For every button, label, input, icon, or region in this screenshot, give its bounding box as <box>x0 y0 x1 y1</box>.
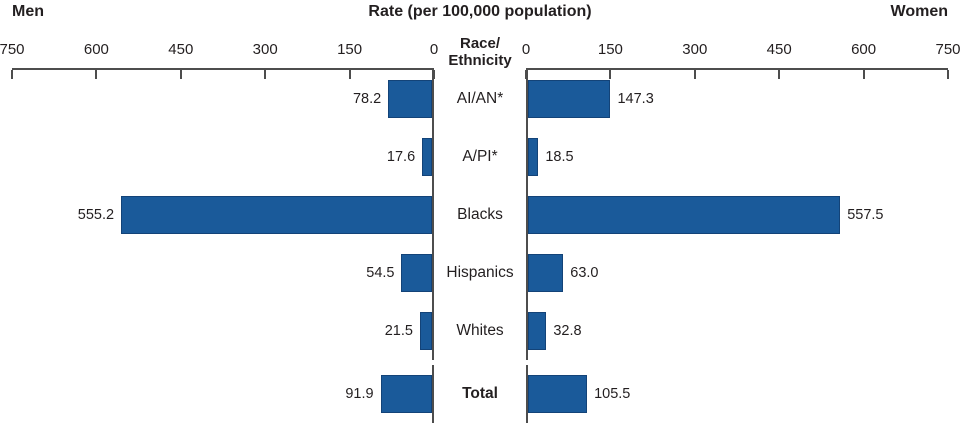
men-bar-cell: 91.9 <box>12 365 434 423</box>
chart-row: 78.2 AI/AN* 147.3 <box>12 70 948 128</box>
women-axis: 0 150 300 450 600 750 <box>522 26 960 79</box>
axis-tick-label: 750 <box>0 41 25 58</box>
chart-row: 91.9 Total 105.5 <box>12 365 948 423</box>
women-bar <box>528 196 841 234</box>
women-bar-cell: 63.0 <box>526 244 948 302</box>
chart-header: Men Rate (per 100,000 population) Women <box>12 2 948 26</box>
men-bar-cell: 78.2 <box>12 70 434 128</box>
axis-tick-label: 450 <box>168 41 194 58</box>
chart-rows: 78.2 AI/AN* 147.3 17.6 A/PI* 18.5 555.2 Blacks 5… <box>12 70 948 423</box>
axis-tick-mark <box>433 70 435 79</box>
men-value-label: 54.5 <box>366 265 395 281</box>
women-bar-cell: 18.5 <box>526 128 948 186</box>
women-value-label: 147.3 <box>617 91 654 107</box>
chart-row: 17.6 A/PI* 18.5 <box>12 128 948 186</box>
axis-tick-label: 600 <box>83 41 109 58</box>
women-value-label: 557.5 <box>847 207 884 223</box>
axis-tick-mark <box>862 70 865 79</box>
men-bar <box>401 254 432 292</box>
women-value-label: 105.5 <box>594 386 631 402</box>
women-value-label: 18.5 <box>545 149 574 165</box>
men-value-label: 555.2 <box>77 207 115 223</box>
axis-tick-label: 300 <box>682 41 708 58</box>
category-cell: Whites <box>434 302 526 360</box>
category-label: A/PI* <box>462 148 498 165</box>
category-cell: AI/AN* <box>434 70 526 128</box>
women-bar-cell: 147.3 <box>526 70 948 128</box>
men-bar-cell: 54.5 <box>12 244 434 302</box>
category-cell: A/PI* <box>434 128 526 186</box>
category-label: AI/AN* <box>456 90 504 107</box>
axis-tick-label: 600 <box>851 41 877 58</box>
men-value-label: 78.2 <box>352 91 382 107</box>
men-bar <box>422 138 432 176</box>
men-bar-cell: 17.6 <box>12 128 434 186</box>
women-bar-cell: 557.5 <box>526 186 948 244</box>
axis-tick-label: 0 <box>429 41 439 58</box>
axis-tick-label: 750 <box>935 41 960 58</box>
axis-tick-mark <box>609 70 612 79</box>
men-value-label: 21.5 <box>384 323 413 339</box>
chart-row: 54.5 Hispanics 63.0 <box>12 244 948 302</box>
women-bar <box>528 312 547 350</box>
women-side-label: Women <box>890 3 948 20</box>
axis-tick-label: 300 <box>252 41 278 58</box>
axis-tick-label: 150 <box>597 41 623 58</box>
axis-tick-mark <box>525 70 527 79</box>
women-bar-cell: 32.8 <box>526 302 948 360</box>
axis-tick-label: 0 <box>521 41 531 58</box>
men-value-label: 17.6 <box>386 149 416 165</box>
axis-tick-mark <box>947 70 949 79</box>
axis-tick-label: 150 <box>337 41 363 58</box>
axis-tick-mark <box>179 70 182 79</box>
men-bar-cell: 21.5 <box>12 302 434 360</box>
men-bar <box>388 80 432 118</box>
chart-row: 21.5 Whites 32.8 <box>12 302 948 360</box>
women-bar <box>528 80 611 118</box>
category-cell: Total <box>434 365 526 423</box>
axis-tick-mark <box>11 70 13 79</box>
category-label: Blacks <box>457 206 503 223</box>
women-value-label: 32.8 <box>553 323 582 339</box>
axis-tick-label: 450 <box>766 41 792 58</box>
category-label: Whites <box>456 322 504 339</box>
axis-tick-mark <box>693 70 696 79</box>
category-label: Total <box>462 385 498 402</box>
axis-tick-mark <box>264 70 267 79</box>
category-cell: Blacks <box>434 186 526 244</box>
women-value-label: 63.0 <box>570 265 599 281</box>
men-bar <box>380 375 432 413</box>
axis-tick-mark <box>778 70 781 79</box>
chart-row: 555.2 Blacks 557.5 <box>12 186 948 244</box>
axis-tick-mark <box>95 70 98 79</box>
men-bar <box>419 312 432 350</box>
women-bar <box>528 375 588 413</box>
axes-row: 750 600 450 300 150 0 Race/ Ethnicity 0 150 300… <box>0 26 960 79</box>
category-label: Hispanics <box>446 264 514 281</box>
women-bar <box>528 138 539 176</box>
category-cell: Hispanics <box>434 244 526 302</box>
men-side-label: Men <box>12 3 44 20</box>
chart-title: Rate (per 100,000 population) <box>368 3 592 20</box>
men-value-label: 91.9 <box>345 386 374 402</box>
men-bar <box>121 196 432 234</box>
men-bar-cell: 555.2 <box>12 186 434 244</box>
axis-tick-mark <box>348 70 351 79</box>
women-bar <box>528 254 564 292</box>
race-ethnicity-axis-label: Race/ Ethnicity <box>448 34 512 69</box>
women-bar-cell: 105.5 <box>526 365 948 423</box>
men-axis: 750 600 450 300 150 0 <box>0 26 438 79</box>
